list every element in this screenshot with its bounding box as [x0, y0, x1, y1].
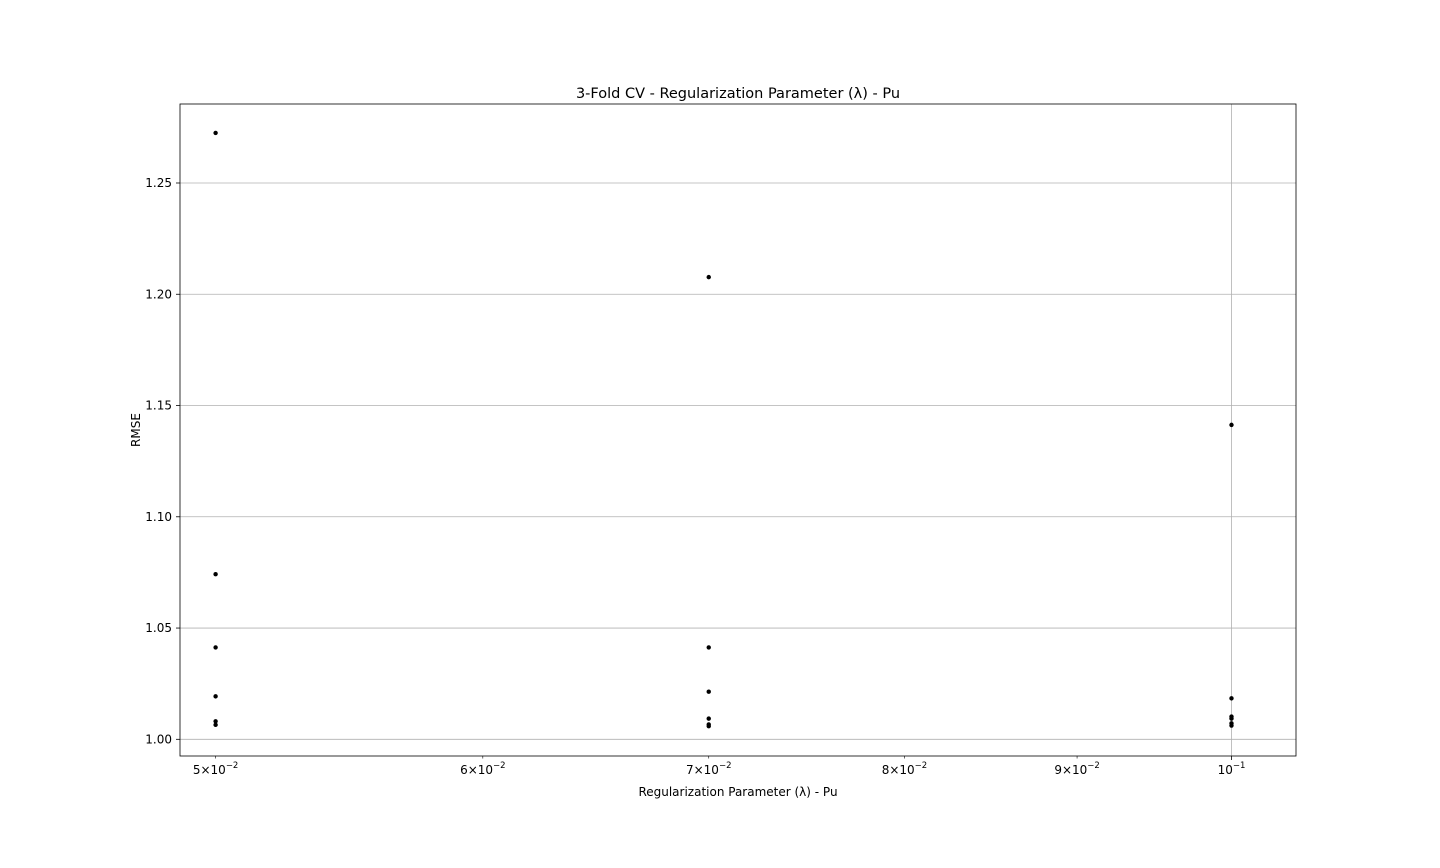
data-point: [706, 723, 711, 729]
ticks: 1.00 1.05 1.10 1.15 1.20 1.25 5×10−2 6×10−2 7×10…: [145, 176, 1245, 777]
data-point: [706, 645, 711, 650]
grid: [180, 104, 1296, 756]
data-point: [706, 274, 711, 280]
data-point: [213, 130, 218, 136]
y-tick-label: 1.00: [145, 732, 172, 746]
data-point: [1229, 723, 1234, 728]
plot-frame: [179, 103, 1297, 757]
y-tick-label: 1.25: [145, 176, 172, 190]
data-point: [1229, 716, 1234, 721]
minor-ticks: [215, 756, 1078, 759]
data-point: [1229, 422, 1234, 428]
x-tick-label: 6×10−2: [460, 761, 506, 777]
data-point: [213, 694, 218, 699]
data-point: [213, 719, 218, 724]
y-tick-label: 1.20: [145, 287, 172, 301]
chart-title: 3-Fold CV - Regularization Parameter (λ)…: [576, 86, 900, 102]
data-point: [213, 645, 218, 650]
y-tick-label: 1.15: [145, 399, 172, 413]
data-point: [213, 722, 218, 728]
x-tick-label: 5×10−2: [193, 761, 239, 777]
y-tick-label: 1.10: [145, 510, 172, 524]
x-tick-label: 8×10−2: [882, 761, 928, 777]
x-axis-label: Regularization Parameter (λ) - Pu: [638, 785, 837, 799]
x-tick-label: 9×10−2: [1054, 761, 1100, 777]
data-point: [213, 571, 218, 577]
data-point: [706, 716, 711, 721]
y-tick-label: 1.05: [145, 621, 172, 635]
data-points: [213, 130, 1234, 729]
y-axis-label: RMSE: [129, 413, 143, 447]
data-point: [706, 689, 711, 694]
data-point: [1229, 696, 1234, 701]
x-tick-label: 10−1: [1218, 761, 1246, 777]
x-tick-label: 7×10−2: [686, 761, 732, 777]
